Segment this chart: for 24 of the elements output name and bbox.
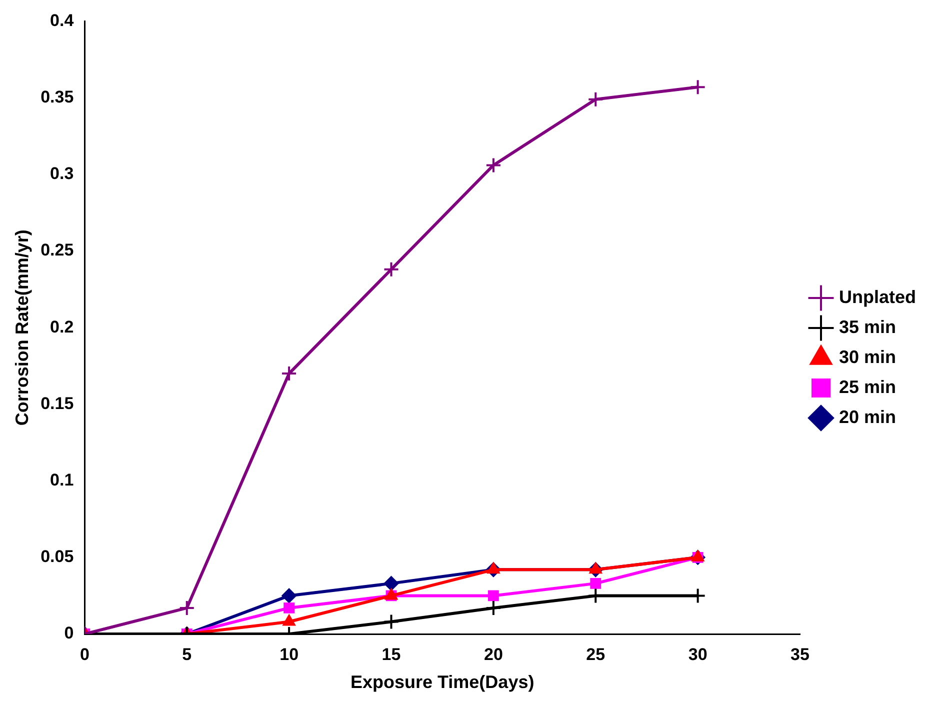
y-tick-label: 0.05 (40, 547, 74, 566)
x-tick-label: 30 (688, 644, 708, 664)
x-tick-label: 20 (484, 644, 503, 664)
x-tick-label: 25 (586, 644, 606, 664)
y-tick-label: 0.1 (50, 470, 74, 490)
y-tick-label: 0.2 (50, 317, 74, 336)
y-tick-label: 0.4 (50, 10, 74, 30)
legend-label: 25 min (839, 376, 896, 397)
legend-label: 20 min (839, 406, 896, 427)
y-tick-label: 0.3 (50, 164, 74, 184)
y-tick-label: 0.15 (40, 394, 74, 413)
x-tick-label: 0 (80, 644, 90, 664)
x-tick-label: 5 (182, 644, 192, 664)
x-tick-label: 10 (280, 644, 299, 664)
x-tick-label: 35 (790, 644, 810, 664)
legend-label: Unplated (839, 286, 916, 307)
y-tick-label: 0 (64, 624, 74, 643)
y-axis-title: Corrosion Rate(mm/yr) (12, 230, 32, 426)
legend-label: 30 min (839, 346, 896, 367)
y-tick-label: 0.35 (40, 87, 74, 106)
y-tick-label: 0.25 (40, 240, 74, 260)
x-tick-label: 15 (382, 644, 401, 664)
legend-label: 35 min (839, 316, 896, 337)
x-axis-title: Exposure Time(Days) (350, 672, 534, 692)
